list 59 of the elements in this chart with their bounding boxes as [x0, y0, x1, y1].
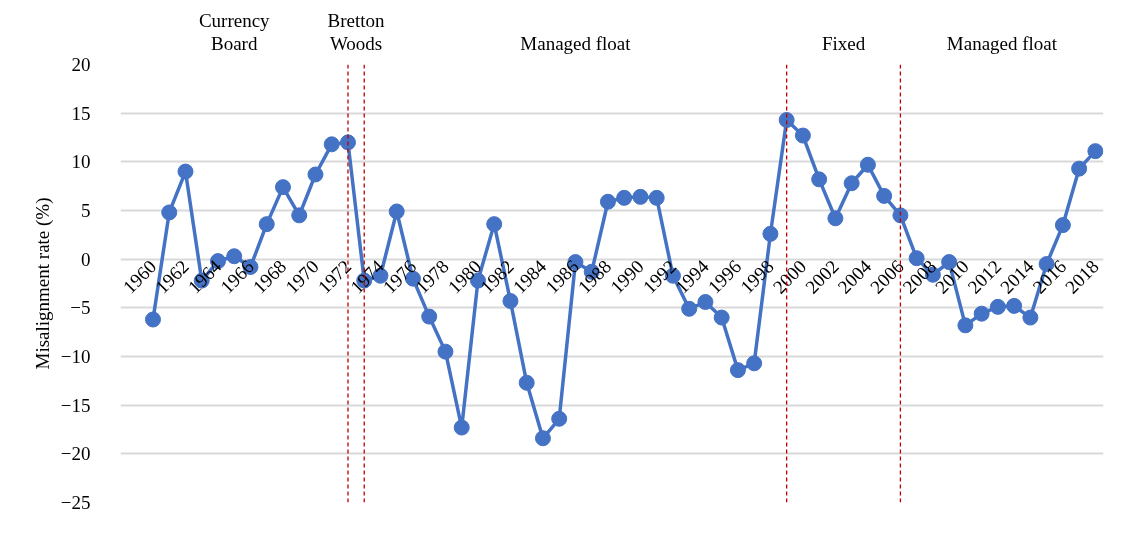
text: Bretton Woods [327, 9, 386, 54]
point [811, 171, 828, 188]
point [681, 300, 698, 317]
point [551, 410, 568, 427]
point [1071, 160, 1088, 177]
point [859, 156, 876, 173]
point [161, 204, 178, 221]
y-tick-label: 15 [71, 102, 91, 124]
point [876, 187, 893, 204]
point [729, 362, 746, 379]
point [957, 317, 974, 334]
point [274, 179, 291, 196]
text: Managed float [520, 32, 632, 54]
point [794, 127, 811, 144]
text: Fixed [821, 32, 866, 54]
point [145, 311, 161, 328]
point [599, 193, 616, 210]
point [258, 216, 275, 233]
point [291, 207, 308, 224]
point [534, 430, 551, 447]
point [616, 189, 633, 206]
point [177, 163, 194, 180]
point [713, 309, 730, 326]
point [762, 225, 779, 242]
point [388, 203, 405, 220]
point [1054, 217, 1071, 234]
text: Managed float [946, 32, 1058, 54]
point [1022, 309, 1039, 326]
point [518, 374, 535, 391]
y-axis-title: Misalignment rate (%) [31, 197, 54, 370]
y-tick-label: 0 [81, 248, 91, 270]
y-tick-label: −5 [70, 297, 91, 319]
y-tick-label: −20 [60, 443, 91, 465]
y-tick-label: 10 [71, 151, 91, 173]
point [843, 175, 860, 192]
point [827, 210, 844, 227]
point [437, 343, 454, 360]
point [746, 355, 763, 372]
point [973, 305, 990, 322]
point [486, 216, 503, 233]
y-tick-label: 20 [71, 54, 91, 75]
y-tick-label: 5 [81, 200, 91, 221]
y-tick-label: −15 [60, 394, 91, 416]
point [697, 294, 714, 310]
point [989, 298, 1006, 315]
point [307, 166, 324, 183]
point [892, 207, 909, 224]
point [323, 136, 340, 153]
point [1006, 297, 1023, 314]
point [453, 419, 470, 436]
point [778, 111, 795, 128]
point [421, 308, 438, 325]
point [648, 189, 665, 206]
point [632, 188, 649, 205]
y-tick-label: −25 [60, 492, 91, 513]
text: Currency Board [198, 9, 271, 54]
point [502, 293, 519, 310]
point [1087, 143, 1104, 160]
y-tick-label: −10 [60, 346, 91, 367]
